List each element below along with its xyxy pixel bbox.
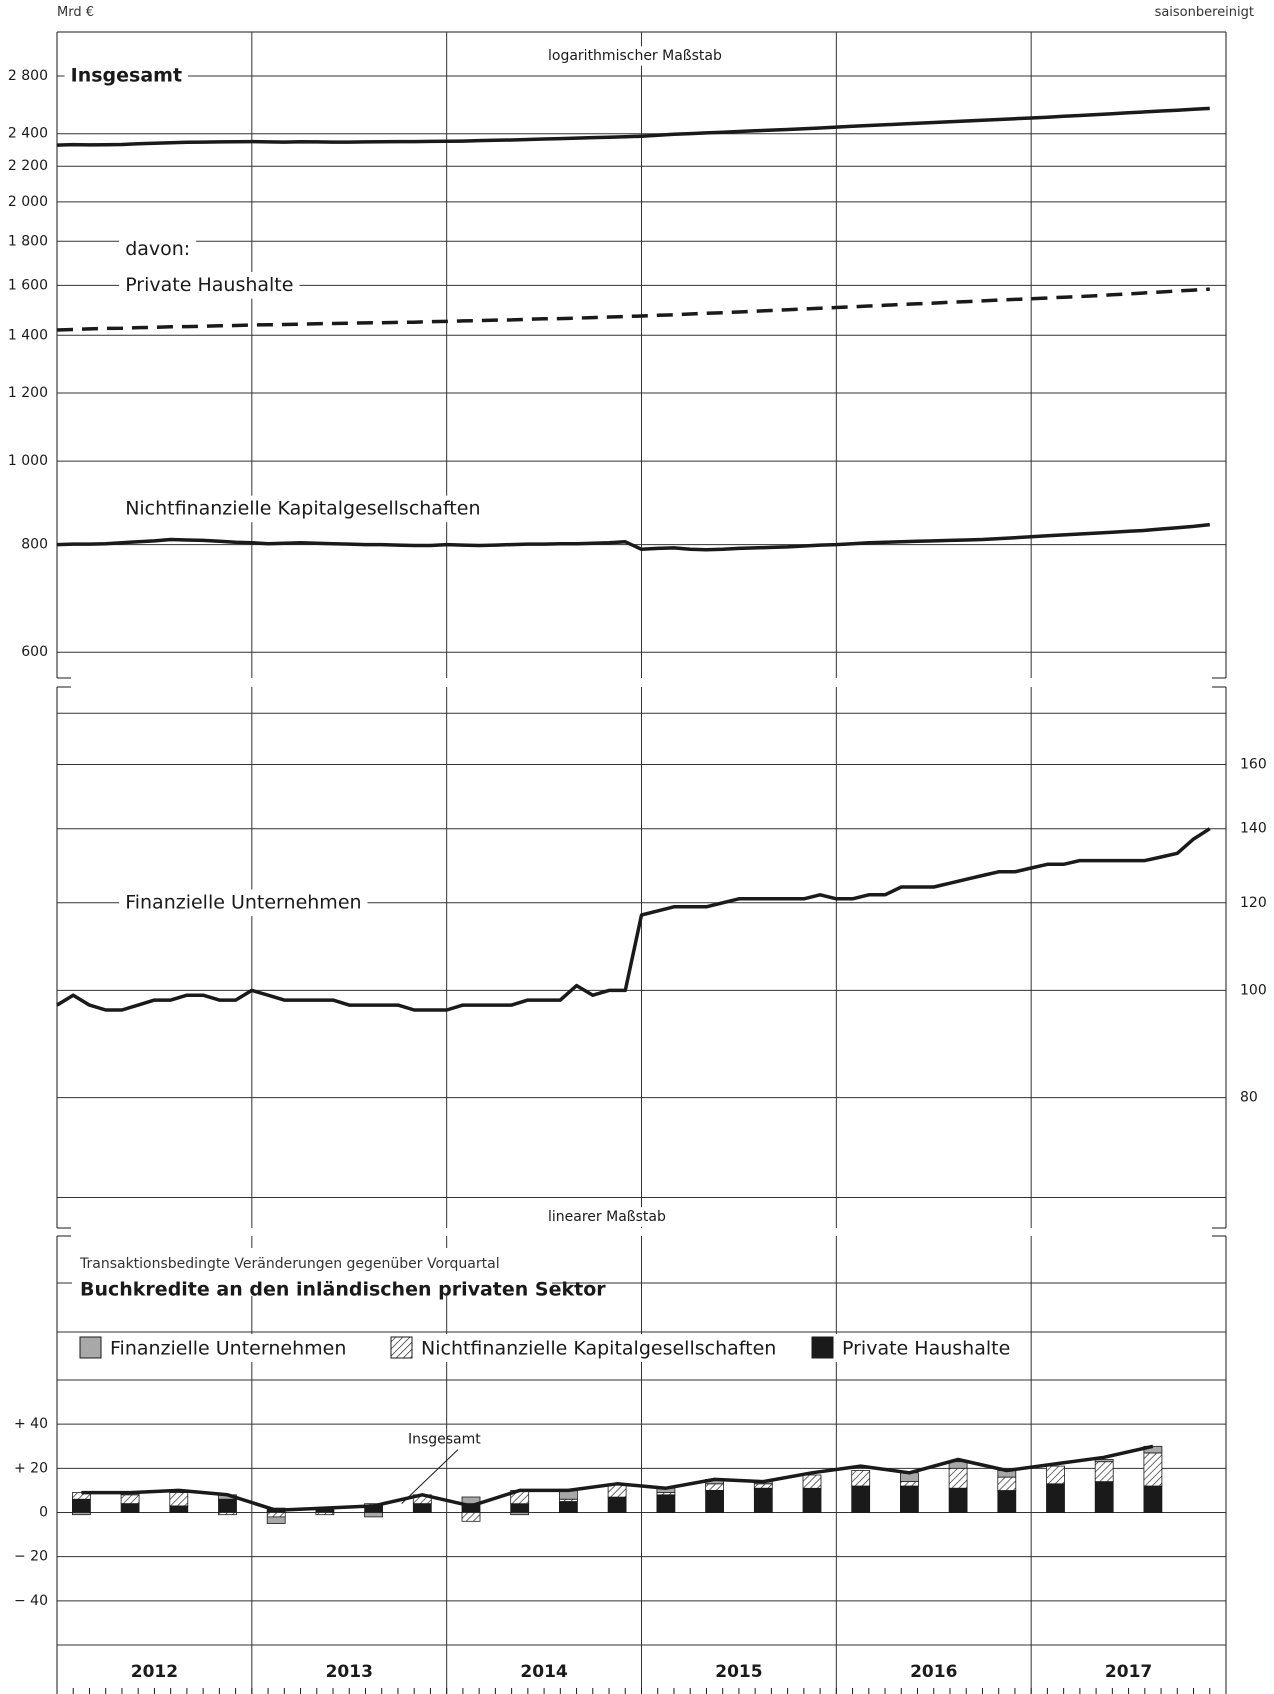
bar-segment <box>1144 1486 1162 1513</box>
legend-label: Private Haushalte <box>842 1338 1010 1360</box>
y-tick-label: 100 <box>1240 982 1267 998</box>
y-tick-label: 1 400 <box>8 327 48 343</box>
bar-segment <box>511 1513 529 1515</box>
bar-segment <box>316 1513 334 1515</box>
bar-segment <box>72 1499 90 1512</box>
bar-segment <box>170 1493 188 1506</box>
bar-segment <box>754 1488 772 1512</box>
legend-label: Nichtfinanzielle Kapitalgesellschaften <box>421 1338 776 1360</box>
bar-segment <box>1047 1466 1065 1484</box>
panel-financial-corporations: 80 100 120 140 160 Finanzielle Unternehmen <box>57 687 1267 1228</box>
bar-segment <box>559 1499 577 1501</box>
bar-segment <box>949 1468 967 1488</box>
bar-segment <box>657 1495 675 1513</box>
bar-segment <box>72 1513 90 1515</box>
bar-segment <box>413 1504 431 1513</box>
legend-swatch <box>391 1337 412 1358</box>
y-tick-label: 600 <box>21 644 48 660</box>
bar-segment <box>365 1513 383 1517</box>
y-tick-label: 160 <box>1240 757 1267 773</box>
legend-swatch <box>80 1337 101 1358</box>
bar-segment <box>121 1504 139 1513</box>
bar-segment <box>219 1513 237 1515</box>
subtitle: Transaktionsbedingte Veränderungen gegen… <box>79 1256 500 1272</box>
bar-segment <box>852 1486 870 1513</box>
bar-segment <box>170 1506 188 1513</box>
y-tick-label: 2 400 <box>8 126 48 142</box>
year-label: 2013 <box>326 1662 373 1682</box>
y-tick-label: 1 200 <box>8 385 48 401</box>
bar-segment <box>852 1471 870 1487</box>
bar-segment <box>706 1490 724 1512</box>
bar-segment <box>803 1475 821 1488</box>
bar-segment <box>267 1517 285 1524</box>
title: Buchkredite an den inländischen privaten… <box>80 1279 606 1301</box>
series-label: Private Haushalte <box>125 274 293 296</box>
bar-segment <box>219 1499 237 1512</box>
prefix-label: davon: <box>125 238 190 260</box>
scale-label: linearer Maßstab <box>548 1209 666 1225</box>
y-tick-label: 80 <box>1240 1090 1258 1106</box>
series-label: Insgesamt <box>71 65 182 87</box>
y-tick-label: − 20 <box>14 1549 48 1565</box>
y-tick-label: 1 800 <box>8 233 48 249</box>
y-tick-label: 1 000 <box>8 453 48 469</box>
panel-log-totals: 600 800 1 000 1 200 1 400 1 600 1 800 2 000 2 20… <box>8 32 1226 678</box>
y-tick-label: 2 200 <box>8 158 48 174</box>
y-tick-label: 120 <box>1240 895 1267 911</box>
bar-segment <box>900 1482 918 1486</box>
y-tick-label: + 20 <box>14 1460 48 1476</box>
bar-segment <box>462 1513 480 1522</box>
y-tick-label: 1 600 <box>8 277 48 293</box>
series-line <box>57 108 1210 145</box>
year-label: 2012 <box>131 1662 178 1682</box>
bar-segment <box>900 1486 918 1513</box>
y-tick-label: 2 800 <box>8 68 48 84</box>
bar-segment <box>1144 1453 1162 1486</box>
legend-swatch <box>812 1337 833 1358</box>
scale-label: logarithmischer Maßstab <box>548 48 722 64</box>
legend-label: Finanzielle Unternehmen <box>110 1338 346 1360</box>
bar-segment <box>1047 1484 1065 1513</box>
y-tick-label: 2 000 <box>8 194 48 210</box>
bar-segment <box>559 1502 577 1513</box>
year-label: 2017 <box>1105 1662 1152 1682</box>
series-label: Finanzielle Unternehmen <box>125 891 361 913</box>
bar-segment <box>754 1484 772 1488</box>
year-label: 2014 <box>520 1662 567 1682</box>
y-tick-label: + 40 <box>14 1416 48 1432</box>
bar-segment <box>998 1477 1016 1490</box>
bar-segment <box>1095 1482 1113 1513</box>
bar-segment <box>706 1484 724 1491</box>
series-line <box>57 829 1210 1010</box>
bar-segment <box>1095 1462 1113 1482</box>
year-label: 2016 <box>910 1662 957 1682</box>
panel-transactions: − 40 − 20 0 + 20 + 40 linearer Maßstab Transak… <box>14 1207 1226 1694</box>
bar-segment <box>267 1513 285 1517</box>
series-line <box>57 525 1210 550</box>
y-tick-label: − 40 <box>14 1593 48 1609</box>
bar-segment <box>511 1504 529 1513</box>
y-tick-label: 0 <box>39 1505 48 1521</box>
bar-segment <box>998 1490 1016 1512</box>
bar-segment <box>803 1488 821 1512</box>
y-tick-label: 800 <box>21 537 48 553</box>
total-label: Insgesamt <box>408 1432 481 1448</box>
y-tick-label: 140 <box>1240 821 1267 837</box>
bar-segment <box>949 1488 967 1512</box>
bar-segment <box>121 1495 139 1504</box>
bar-segment <box>608 1497 626 1513</box>
year-label: 2015 <box>715 1662 762 1682</box>
series-label: Nichtfinanzielle Kapitalgesellschaften <box>125 497 480 519</box>
